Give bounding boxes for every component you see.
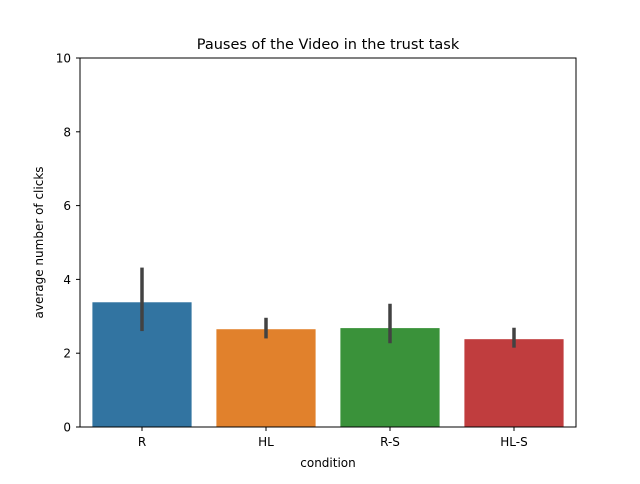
x-tick-label: R bbox=[138, 435, 146, 449]
y-axis-label: average number of clicks bbox=[32, 166, 46, 318]
x-tick-label: R-S bbox=[380, 435, 400, 449]
plot-frame bbox=[79, 57, 577, 428]
y-tick-label: 6 bbox=[63, 199, 71, 213]
bars-layer bbox=[92, 302, 564, 427]
y-tick-label: 0 bbox=[63, 421, 71, 435]
y-tick-label: 2 bbox=[63, 347, 71, 361]
x-axis: R HL R-S HL-S bbox=[138, 427, 528, 449]
y-tick-label: 4 bbox=[63, 273, 71, 287]
y-tick-label: 10 bbox=[56, 52, 71, 66]
bar-hl bbox=[216, 329, 316, 427]
chart-title: Pauses of the Video in the trust task bbox=[197, 37, 460, 53]
errorbars-layer bbox=[140, 267, 516, 348]
x-axis-label: condition bbox=[300, 456, 355, 470]
bar-r-s bbox=[340, 328, 440, 427]
x-tick-label: HL bbox=[258, 435, 274, 449]
y-tick-label: 8 bbox=[63, 125, 71, 139]
x-tick-label: HL-S bbox=[500, 435, 527, 449]
y-axis: 0 2 4 6 8 10 bbox=[56, 52, 80, 435]
bar-hl-s bbox=[464, 339, 564, 427]
